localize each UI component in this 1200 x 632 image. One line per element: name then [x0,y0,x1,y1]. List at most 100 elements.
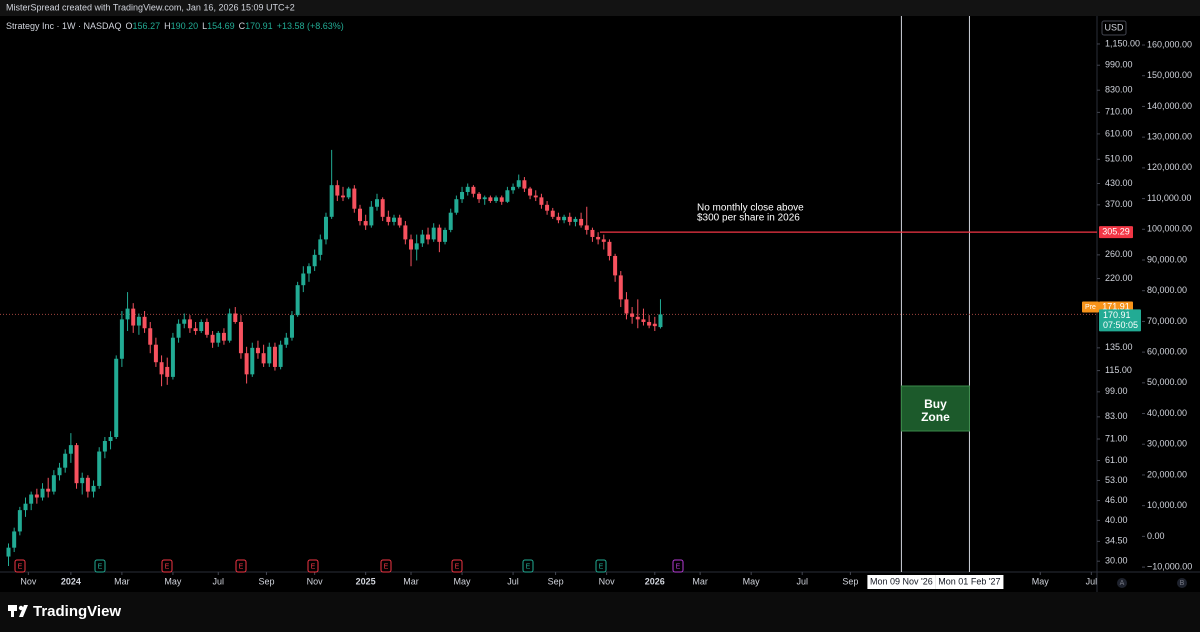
axis-button[interactable] [1177,578,1187,588]
candle-body [289,315,294,338]
candle-body [590,229,595,237]
x-tick-label: 2025 [356,576,376,586]
candle-body [579,218,584,226]
candle-body [528,188,533,196]
y2-tick-label: −10,000.00 [1147,561,1192,571]
earnings-marker[interactable] [451,559,463,573]
y2-tick-label: 150,000.00 [1147,70,1192,80]
candle-body [545,204,550,211]
price-line-label: 305.29 [1102,226,1130,236]
candle-body [335,185,340,196]
candle-body [618,275,623,300]
earnings-label[interactable]: E [526,563,531,570]
earnings-marker[interactable] [307,559,319,573]
y-tick-label: 30.00 [1105,556,1128,566]
earnings-marker[interactable] [522,559,534,573]
candle-body [533,195,538,198]
earnings-label[interactable]: E [239,563,244,570]
candle-body [386,216,391,222]
y2-tick-label: 160,000.00 [1147,39,1192,49]
candle-body [244,353,249,375]
candle-body [29,494,34,504]
candle-body [414,243,419,250]
earnings-marker[interactable] [672,559,684,573]
candle-body [255,347,260,354]
candle-body [647,321,652,326]
earnings-marker[interactable] [235,559,247,573]
candle-body [375,199,380,207]
y2-tick-label: 70,000.00 [1147,316,1187,326]
candle-body [369,206,374,226]
candle-body [108,437,113,442]
axis-button-label[interactable]: B [1180,580,1185,587]
annotation: No monthly close above [697,203,804,214]
premarket-tag-box [1082,301,1099,313]
axis-button-label[interactable]: A [1120,580,1125,587]
y-tick-label: 260.00 [1105,249,1133,259]
candle-body [278,344,283,367]
earnings-marker[interactable] [380,559,392,573]
y2-tick-label: 140,000.00 [1147,101,1192,111]
x-tick-label: Jul [507,576,519,586]
candle-body [114,358,119,438]
earnings-marker[interactable] [14,559,26,573]
candle-body [584,225,589,230]
y-tick-label: 370.00 [1105,199,1133,209]
earnings-label[interactable]: E [165,563,170,570]
y-tick-label: 99.00 [1105,386,1128,396]
date-marker-box [867,575,936,589]
x-tick-label: 2024 [61,576,81,586]
y-tick-label: 135.00 [1105,342,1133,352]
legend-value: 190.20 [171,21,199,31]
earnings-label[interactable]: E [676,563,681,570]
earnings-label[interactable]: E [98,563,103,570]
candle-body [340,195,345,198]
x-tick-label: Sep [548,576,564,586]
y2-tick-label: 10,000.00 [1147,500,1187,510]
earnings-marker[interactable] [94,559,106,573]
candle-body [267,346,272,364]
earnings-label[interactable]: E [455,563,460,570]
candle-body [346,188,351,198]
candle-body [306,266,311,274]
y2-tick-label: 0.00 [1147,531,1165,541]
candle-body [499,197,504,202]
y-tick-label: 61.00 [1105,455,1128,465]
candle-body [63,453,68,468]
earnings-label[interactable]: E [18,563,23,570]
candle-body [488,197,493,202]
y2-tick-label: 80,000.00 [1147,285,1187,295]
earnings-label[interactable]: E [599,563,604,570]
earnings-marker[interactable] [595,559,607,573]
candle-body [556,216,561,221]
candle-body [261,353,266,364]
candle-body [284,337,289,345]
header: MisterSpread created with TradingView.co… [6,2,295,12]
axis-button[interactable] [1117,578,1127,588]
candle-body [34,494,39,498]
y2-tick-label: 60,000.00 [1147,346,1187,356]
candle-body [652,323,657,327]
candle-body [443,229,448,242]
candle-body [210,334,215,343]
candle-body [426,234,431,240]
candle-body [630,313,635,317]
x-tick-label: Jul [796,576,808,586]
candle-body [482,197,487,200]
x-tick-label: May [164,576,182,586]
candle-body [216,332,221,343]
earnings-label[interactable]: E [311,563,316,570]
currency[interactable]: USD [1104,22,1124,32]
candle-body [511,186,516,191]
candle-body [431,227,436,240]
candle-body [465,186,470,193]
logo-shape [19,605,28,617]
earnings-marker[interactable] [161,559,173,573]
y2-tick-label: 50,000.00 [1147,377,1187,387]
candle-body [397,217,402,226]
candle-body [136,316,141,326]
earnings-label[interactable]: E [384,563,389,570]
date-marker-label: Mon 09 Nov '26 [870,576,933,586]
currency-box[interactable] [1101,20,1127,36]
